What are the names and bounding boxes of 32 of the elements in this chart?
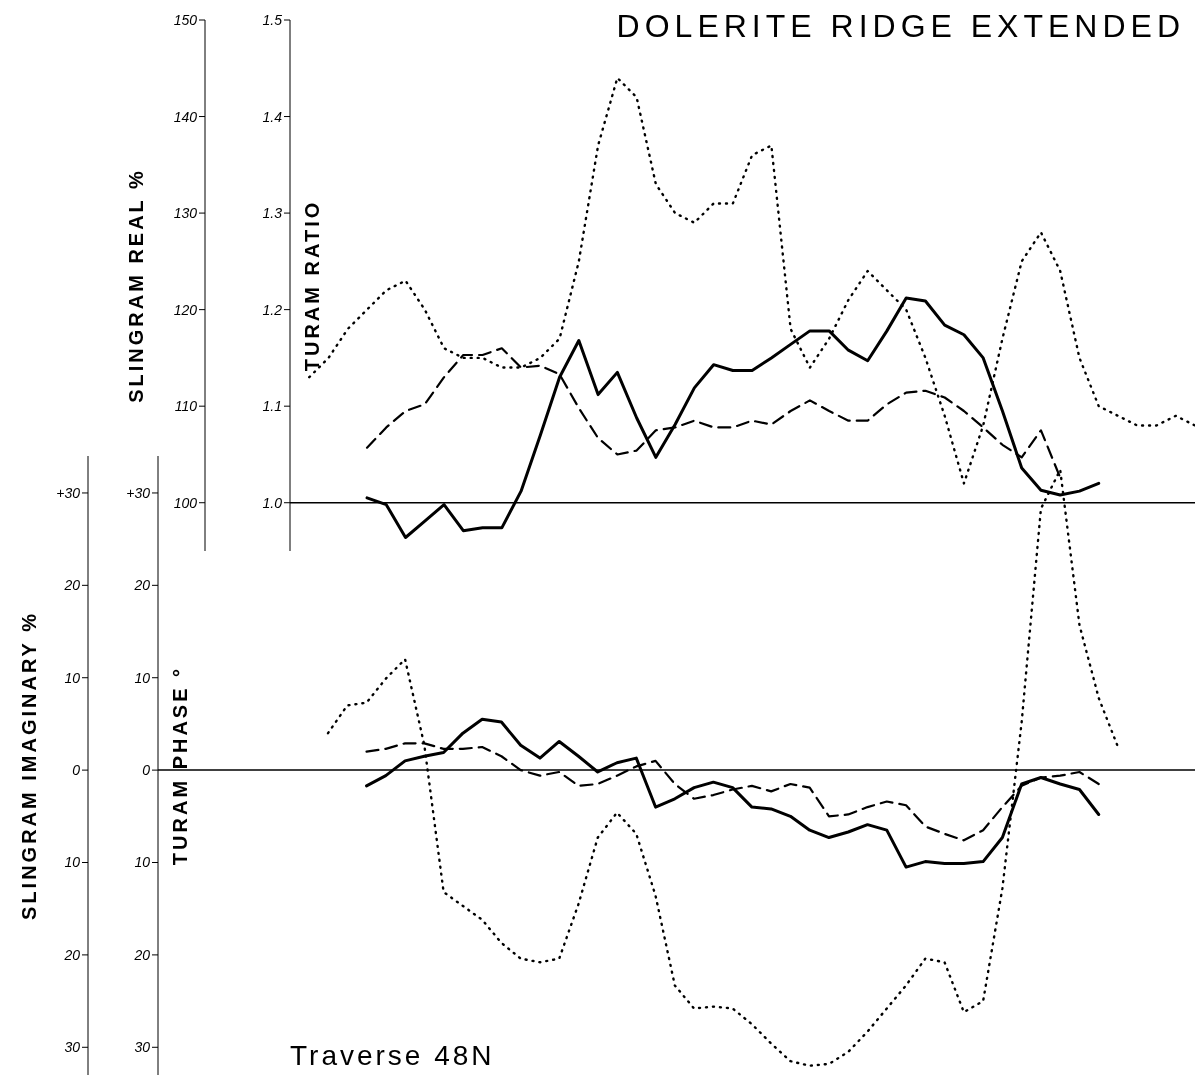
y-tick-label: 1.4	[262, 108, 283, 125]
y2-tick-label: 120	[173, 301, 198, 318]
y2-tick-label: 140	[173, 108, 198, 125]
y-tick-label: 1.1	[262, 398, 282, 415]
y2-tick-label: 100	[173, 494, 198, 511]
y-tick-label: 20	[133, 946, 151, 963]
y2-tick-label: 0	[72, 762, 81, 779]
y2-tick-label: 110	[174, 398, 198, 415]
y2-tick-label: +30	[56, 484, 81, 501]
y-tick-label: 10	[134, 854, 151, 871]
y-tick-label: +30	[126, 484, 151, 501]
y2-tick-label: 150	[173, 11, 198, 28]
y2-tick-label: 10	[64, 669, 81, 686]
y2-tick-label: 20	[63, 946, 81, 963]
y-tick-label: 1.0	[262, 494, 283, 511]
y2-tick-label: 130	[173, 205, 198, 222]
y-tick-label: 0	[142, 762, 151, 779]
chart-title: DOLERITE RIDGE EXTENDED	[616, 8, 1185, 45]
y2-tick-label: 20	[63, 577, 81, 594]
y-tick-label: 20	[133, 577, 151, 594]
y-tick-label: 1.2	[262, 301, 283, 318]
y-tick-label: 1.5	[262, 11, 283, 28]
y2-axis-title: SLINGRAM REAL %	[125, 168, 147, 403]
annotation: Traverse 48N	[290, 1040, 495, 1072]
y2-tick-label: 10	[64, 854, 81, 871]
y-tick-label: 10	[134, 669, 151, 686]
y-axis-title: TURAM PHASE °	[169, 665, 191, 866]
y-tick-label: 1.3	[262, 205, 283, 222]
y2-tick-label: 30	[64, 1039, 81, 1056]
y2-axis-title: SLINGRAM IMAGINARY %	[18, 611, 40, 920]
y-tick-label: 30	[134, 1039, 151, 1056]
y-axis-title: TURAM RATIO	[301, 199, 323, 372]
